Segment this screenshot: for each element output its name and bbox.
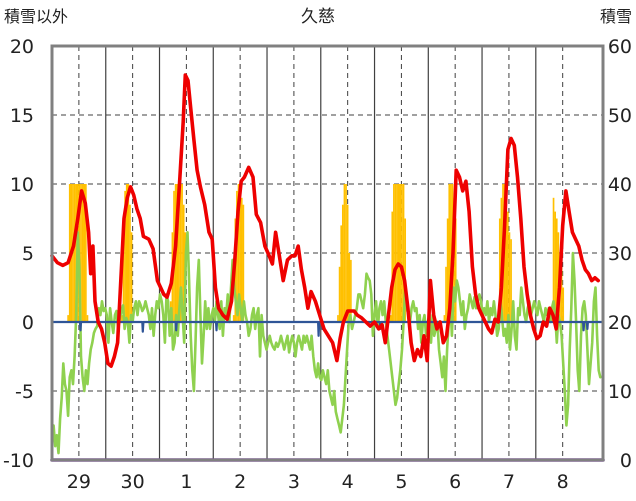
snow-bar [510,239,512,322]
snow-bar [402,184,405,322]
left-tick-label: 5 [22,243,34,265]
snow-bar [397,184,400,322]
snow-bar [182,204,185,322]
right-tick-label: 10 [608,381,632,403]
snow-bar [67,315,69,322]
day-tick-label: 8 [557,471,569,493]
right-y-tick-labels: 60 50 40 30 20 10 0 [608,36,632,472]
right-tick-label: 40 [608,174,632,196]
day-tick-label: 1 [180,471,192,493]
day-tick-label: 5 [395,471,407,493]
snow-bar [80,184,82,322]
snow-bar [122,232,125,322]
left-tick-label: 15 [10,105,34,127]
snow-bar [454,218,457,322]
snow-bar [179,184,182,322]
left-tick-label: -10 [3,450,34,472]
day-tick-label: 3 [288,471,300,493]
chart-title: 久慈 [301,7,335,27]
snow-bar [236,190,238,322]
snow-bar [350,259,352,322]
left-tick-label: -5 [15,381,34,403]
snow-bar [401,184,403,322]
snow-bar [345,184,347,322]
snow-bar [498,218,501,322]
snow-bar [562,287,565,322]
snow-bar [394,184,397,322]
red-series-line [50,73,600,368]
blue-series-line [50,320,605,337]
snow-bar [446,218,449,322]
snow-bar [121,315,123,322]
snow-bar [124,190,126,322]
day-tick-label: 29 [67,471,91,493]
snow-bar [181,184,183,322]
snow-bar [239,184,241,322]
snow-bar [443,315,446,322]
right-tick-label: 50 [608,105,632,127]
right-tick-label: 0 [620,450,632,472]
snow-bar [554,211,556,322]
snow-bar [81,184,84,322]
left-tick-label: 10 [10,174,34,196]
snow-bar [85,184,87,322]
plot-frame [50,44,605,462]
snow-bar [127,184,130,322]
snow-bar [389,315,392,322]
snow-bar [346,204,349,322]
snow-bar [337,315,339,322]
snow-bar [237,184,240,322]
gridlines [52,45,603,461]
snow-bar [341,204,344,322]
left-tick-label: 0 [22,312,34,334]
snow-bar [445,266,447,322]
snow-bar [507,211,509,322]
snow-bar [73,184,76,322]
snow-bar [505,197,508,322]
snow-bar [396,184,398,322]
right-tick-label: 60 [608,36,632,58]
left-tick-label: 20 [10,36,34,58]
snow-bar [348,253,351,322]
snow-bar [560,266,563,322]
x-tick-labels: 29 30 1 2 3 4 5 6 7 8 [67,471,569,493]
day-tick-label: 7 [503,471,515,493]
snow-bar [125,184,128,322]
snow-bar [83,184,86,322]
right-tick-label: 30 [608,243,632,265]
green-series-line [50,231,602,455]
right-tick-label: 20 [608,312,632,334]
snow-bar [450,184,452,322]
snow-bar [232,315,235,322]
left-y-tick-labels: 20 15 10 5 0 -5 -10 [3,36,34,472]
day-tick-label: 6 [449,471,461,493]
day-tick-label: 4 [342,471,354,493]
snow-bar [129,204,131,322]
snow-bar [508,232,511,322]
snow-bar [391,211,394,322]
right-axis-label: 積雪 [600,7,632,26]
snow-bar [343,184,346,322]
snow-bar [86,315,89,322]
data-lines [50,73,605,462]
snow-bar [242,204,245,322]
day-tick-label: 2 [234,471,246,493]
snow-bar [552,197,555,322]
snow-bar [399,184,402,322]
snow-bar [130,232,133,322]
left-axis-label: 積雪以外 [4,7,68,26]
day-tick-label: 30 [121,471,145,493]
snow-bar [448,184,451,322]
snow-bar [176,184,179,322]
snow-bar [240,197,243,322]
snow-bar [393,184,395,322]
snow-bar [338,266,341,322]
snow-bar [404,218,407,322]
snow-bar [555,218,558,322]
snow-bar [340,225,343,322]
snow-bar [178,184,180,322]
